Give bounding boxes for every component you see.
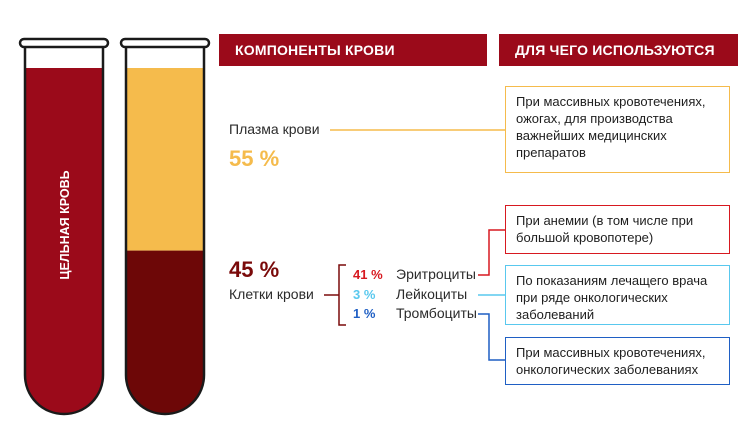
cells-percent: 45 %: [229, 257, 280, 282]
erythrocytes-usage-box: При анемии (в том числе при большой кров…: [505, 205, 730, 254]
plasma-layer: [126, 68, 204, 251]
cells-layer: [126, 250, 204, 414]
plasma-usage-box: При массивных кровотечениях, ожогах, для…: [505, 86, 730, 173]
separated-blood-tube: [119, 37, 211, 416]
erythrocytes-label: Эритроциты: [396, 266, 476, 282]
plasma-label: Плазма крови: [229, 121, 320, 137]
leukocytes-percent: 3 %: [353, 287, 376, 302]
whole-blood-label: ЦЕЛЬНАЯ КРОВЬ: [58, 170, 72, 279]
plasma-percent: 55 %: [229, 146, 280, 171]
platelets-usage-box: При массивных кровотечениях, онкологичес…: [505, 337, 730, 385]
usage-header: ДЛЯ ЧЕГО ИСПОЛЬЗУЮТСЯ: [499, 34, 738, 66]
tubes-illustration: ЦЕЛЬНАЯ КРОВЬ: [18, 37, 211, 416]
platelets-percent: 1 %: [353, 306, 376, 321]
whole-blood-tube: [18, 37, 110, 416]
erythrocytes-percent: 41 %: [353, 267, 383, 282]
platelets-label: Тромбоциты: [396, 305, 477, 321]
whole-blood-fill: [25, 68, 103, 414]
leukocytes-label: Лейкоциты: [396, 286, 468, 302]
leukocytes-usage-box: По показаниям лечащего врача при ряде он…: [505, 265, 730, 325]
cells-label: Клетки крови: [229, 286, 314, 302]
components-header: КОМПОНЕНТЫ КРОВИ: [219, 34, 487, 66]
